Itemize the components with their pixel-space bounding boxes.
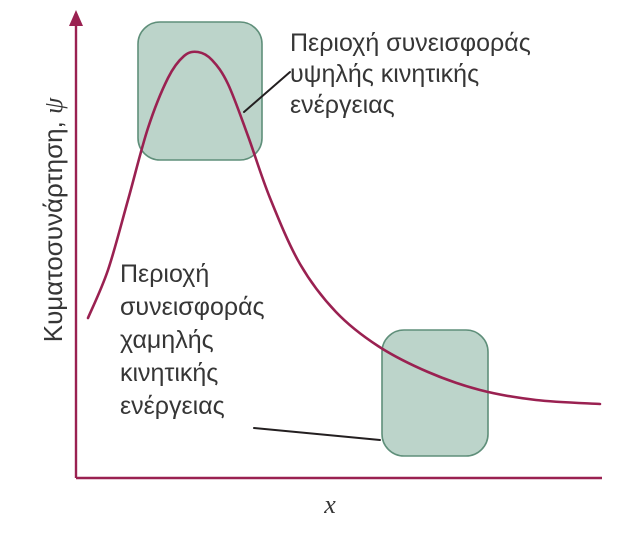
annotation-line: συνεισφοράς <box>120 291 265 324</box>
annotation-line: ενέργειας <box>290 90 531 121</box>
x-axis-label: x <box>310 490 350 520</box>
annotation-line: κινητικής <box>120 357 265 390</box>
annotation-line: Περιοχή συνεισφοράς <box>290 28 531 59</box>
annotation-line: Περιοχή <box>120 258 265 291</box>
y-axis-label-text: Κυματοσυνάρτηση, <box>38 114 68 342</box>
high-ke-annotation: Περιοχή συνεισφοράςυψηλής κινητικήςενέργ… <box>290 28 531 121</box>
y-axis-label: Κυματοσυνάρτηση, ψ <box>38 40 69 400</box>
annotation-line: υψηλής κινητικής <box>290 59 531 90</box>
low-ke-annotation: Περιοχήσυνεισφοράςχαμηλήςκινητικήςενέργε… <box>120 258 265 423</box>
annotation-line: χαμηλής <box>120 324 265 357</box>
annotation-line: ενέργειας <box>120 390 265 423</box>
wavefunction-chart: x Κυματοσυνάρτηση, ψ Περιοχή συνεισφοράς… <box>0 0 628 541</box>
y-axis-label-symbol: ψ <box>39 98 68 114</box>
